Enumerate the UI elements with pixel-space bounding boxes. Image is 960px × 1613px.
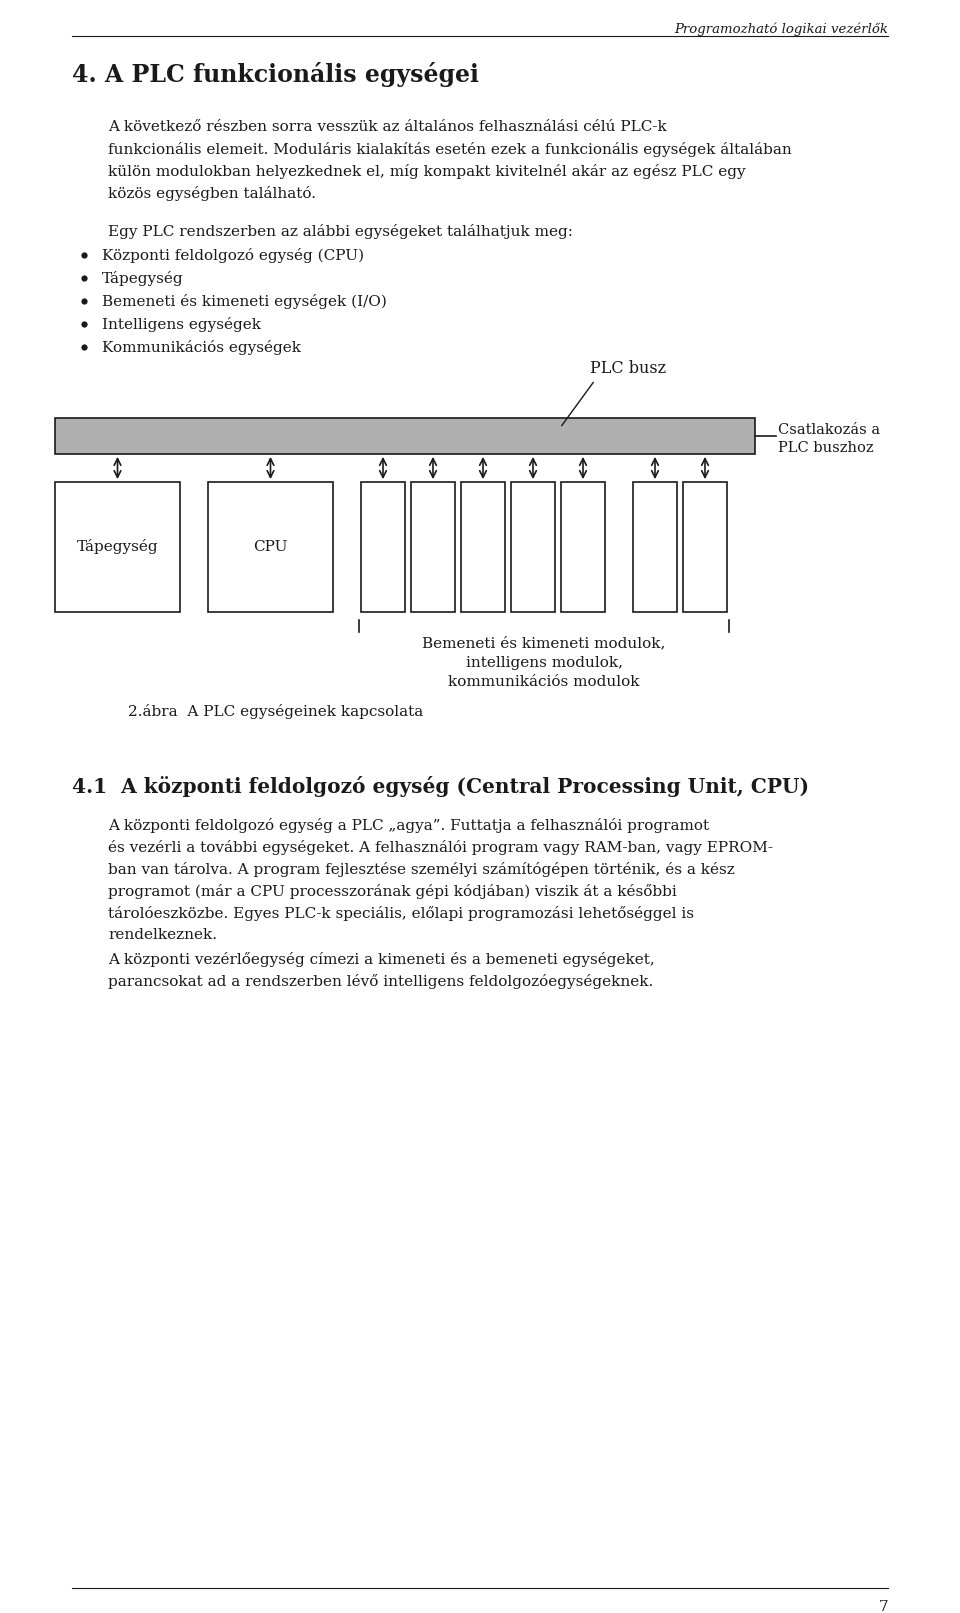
Text: parancsokat ad a rendszerben lévő intelligens feldolgozóegységeknek.: parancsokat ad a rendszerben lévő intell… bbox=[108, 974, 653, 989]
Text: Csatlakozás a
PLC buszhoz: Csatlakozás a PLC buszhoz bbox=[778, 423, 880, 455]
Text: 2.ábra  A PLC egységeinek kapcsolata: 2.ábra A PLC egységeinek kapcsolata bbox=[128, 703, 423, 719]
Text: ban van tárolva. A program fejlesztése személyi számítógépen történik, és a kész: ban van tárolva. A program fejlesztése s… bbox=[108, 861, 734, 877]
Text: Egy PLC rendszerben az alábbi egységeket találhatjuk meg:: Egy PLC rendszerben az alábbi egységeket… bbox=[108, 224, 573, 239]
Bar bbox=[55, 418, 755, 453]
Text: PLC busz: PLC busz bbox=[590, 360, 666, 377]
Text: 4.1  A központi feldolgozó egység (Central Processing Unit, CPU): 4.1 A központi feldolgozó egység (Centra… bbox=[72, 776, 809, 797]
Text: Tápegység: Tápegység bbox=[77, 539, 158, 555]
Text: Tápegység: Tápegység bbox=[102, 271, 183, 286]
Text: Kommunikációs egységek: Kommunikációs egységek bbox=[102, 340, 301, 355]
Text: funkcionális elemeit. Moduláris kialakítás esetén ezek a funkcionális egységek á: funkcionális elemeit. Moduláris kialakít… bbox=[108, 142, 792, 156]
Text: 4. A PLC funkcionális egységei: 4. A PLC funkcionális egységei bbox=[72, 61, 479, 87]
Bar bbox=[361, 482, 405, 611]
Text: Programozható logikai vezérlők: Programozható logikai vezérlők bbox=[674, 23, 888, 35]
Text: közös egységben található.: közös egységben található. bbox=[108, 185, 316, 202]
Bar bbox=[683, 482, 727, 611]
Text: Bemeneti és kimeneti egységek (I/O): Bemeneti és kimeneti egységek (I/O) bbox=[102, 294, 387, 310]
Bar bbox=[411, 482, 455, 611]
Text: rendelkeznek.: rendelkeznek. bbox=[108, 927, 217, 942]
Text: programot (már a CPU processzorának gépi kódjában) viszik át a későbbi: programot (már a CPU processzorának gépi… bbox=[108, 884, 677, 898]
Text: és vezérli a további egységeket. A felhasználói program vagy RAM-ban, vagy EPROM: és vezérli a további egységeket. A felha… bbox=[108, 840, 773, 855]
Bar bbox=[511, 482, 555, 611]
Text: A központi vezérlőegység címezi a kimeneti és a bemeneti egységeket,: A központi vezérlőegység címezi a kimene… bbox=[108, 952, 655, 968]
Bar bbox=[208, 482, 333, 611]
Text: A következő részben sorra vesszük az általános felhasználási célú PLC-k: A következő részben sorra vesszük az ált… bbox=[108, 119, 667, 134]
Text: Bemeneti és kimeneti modulok,
intelligens modulok,
kommunikációs modulok: Bemeneti és kimeneti modulok, intelligen… bbox=[422, 636, 665, 689]
Text: CPU: CPU bbox=[253, 540, 288, 553]
Bar bbox=[633, 482, 677, 611]
Text: tárolóeszközbe. Egyes PLC-k speciális, előlapi programozási lehetőséggel is: tárolóeszközbe. Egyes PLC-k speciális, e… bbox=[108, 907, 694, 921]
Text: Központi feldolgozó egység (CPU): Központi feldolgozó egység (CPU) bbox=[102, 248, 364, 263]
Text: Intelligens egységek: Intelligens egységek bbox=[102, 318, 261, 332]
Bar bbox=[561, 482, 605, 611]
Text: 7: 7 bbox=[878, 1600, 888, 1613]
Text: külön modulokban helyezkednek el, míg kompakt kivitelnél akár az egész PLC egy: külön modulokban helyezkednek el, míg ko… bbox=[108, 165, 746, 179]
Text: A központi feldolgozó egység a PLC „agya”. Futtatja a felhasználói programot: A központi feldolgozó egység a PLC „agya… bbox=[108, 818, 709, 832]
Bar bbox=[55, 482, 180, 611]
Bar bbox=[461, 482, 505, 611]
